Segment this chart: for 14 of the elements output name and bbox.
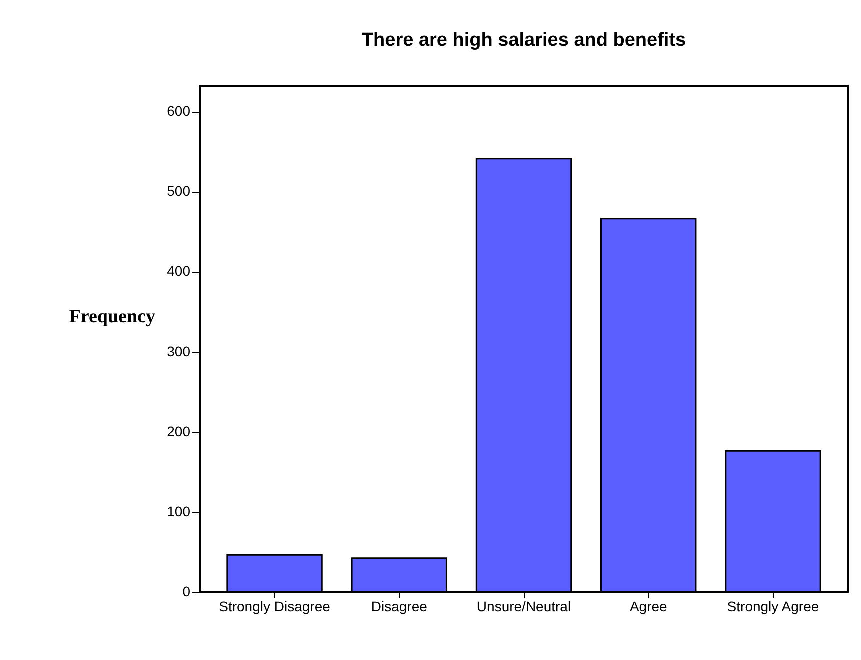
chart-title: There are high salaries and benefits (362, 30, 686, 51)
y-tick-label: 500 (167, 183, 191, 200)
y-tick-label: 300 (167, 343, 191, 360)
y-tick-label: 100 (167, 503, 191, 520)
x-tick-label: Agree (630, 598, 668, 614)
x-tick-label: Strongly Disagree (219, 598, 331, 614)
y-tick-label: 0 (182, 584, 191, 600)
y-axis-title: Frequency (69, 306, 156, 328)
x-tick-label: Strongly Agree (727, 598, 820, 614)
x-tick-label: Disagree (371, 598, 428, 614)
y-tick-label: 200 (167, 423, 191, 440)
y-tick-label: 600 (167, 103, 191, 120)
y-tick-label: 400 (167, 263, 191, 280)
x-tick-label: Unsure/Neutral (476, 598, 572, 614)
